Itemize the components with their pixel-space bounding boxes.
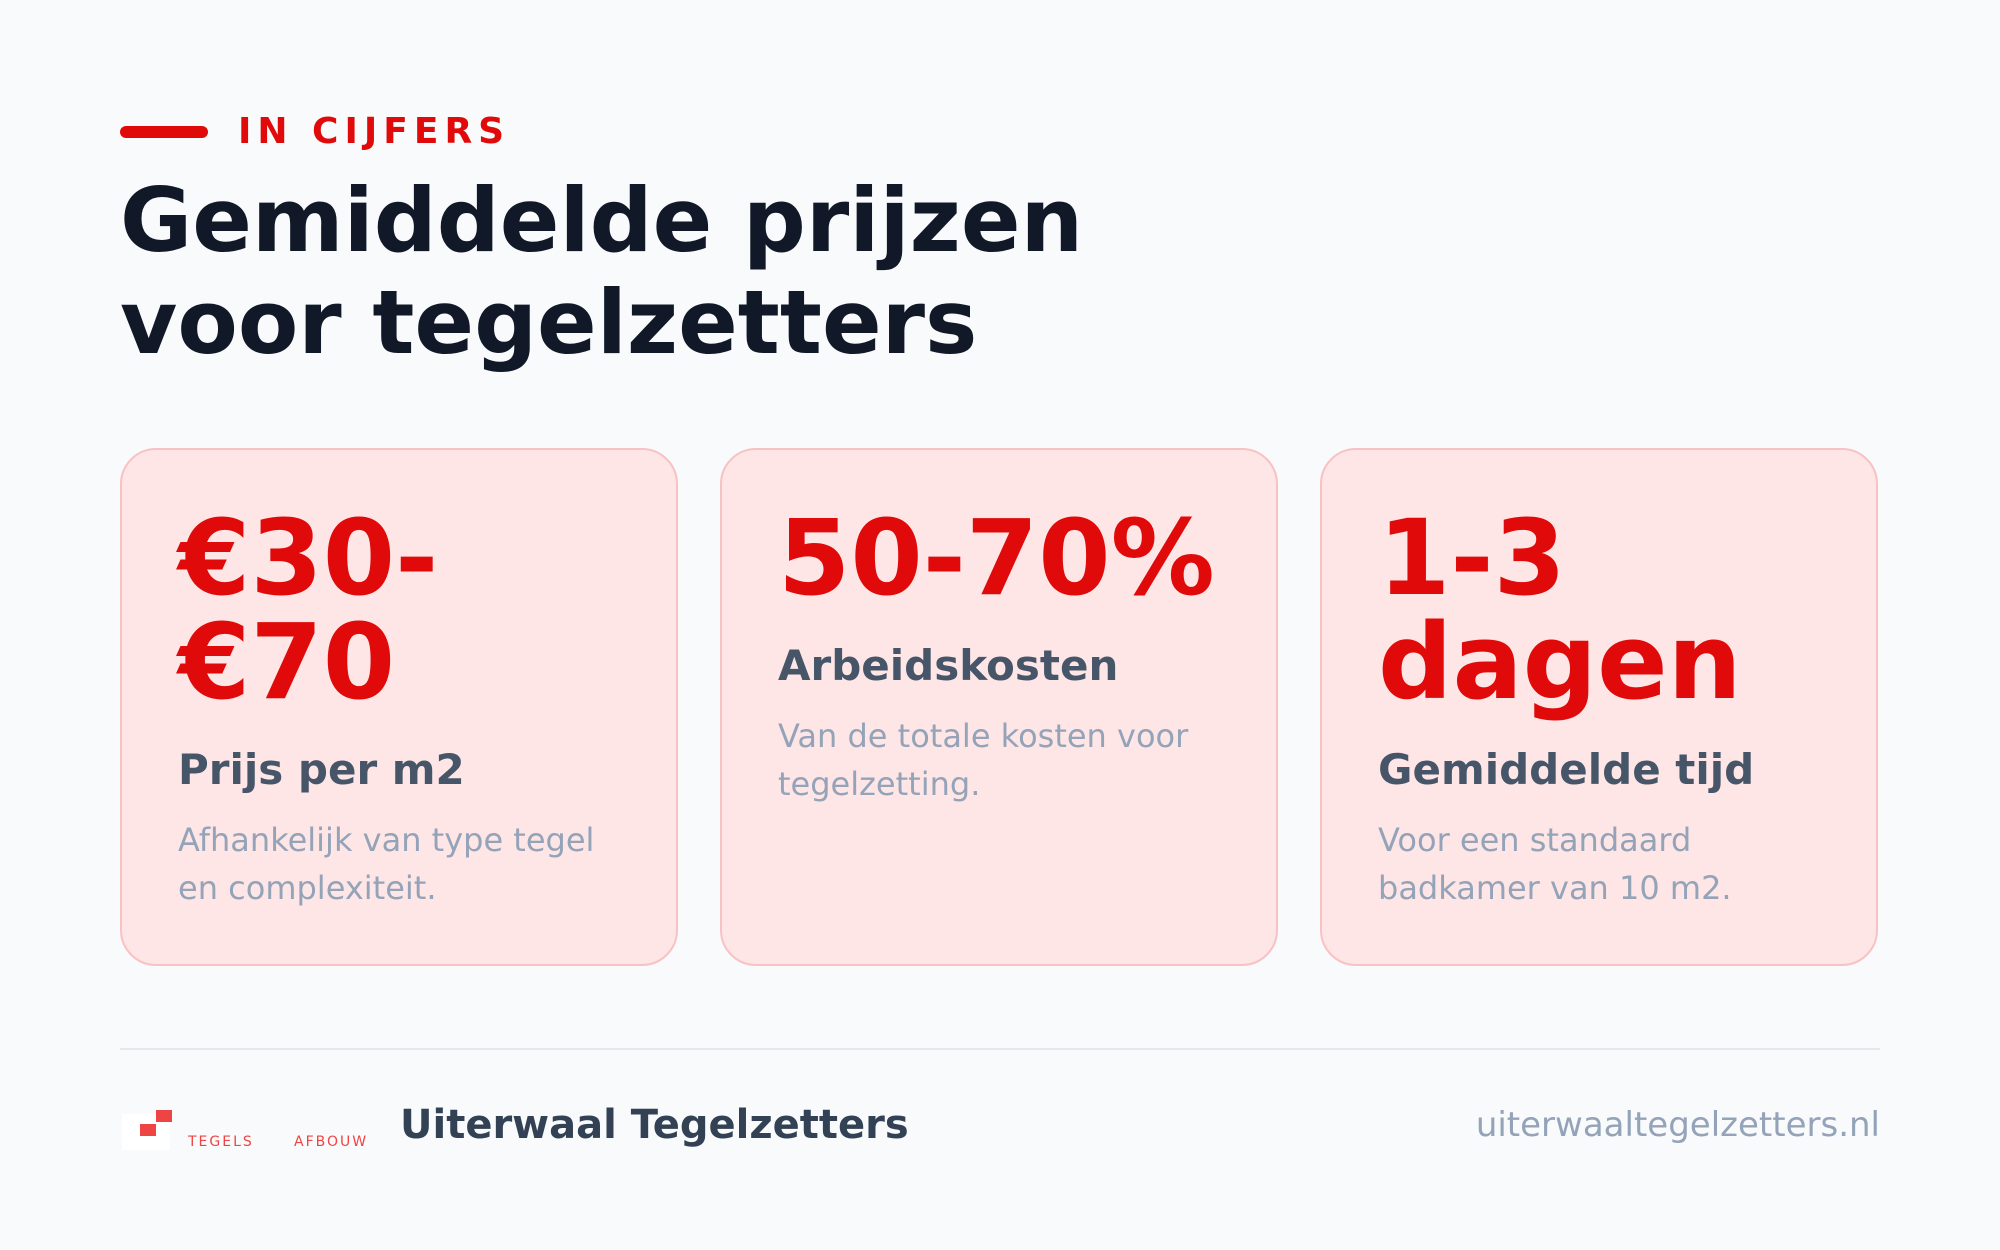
footer-divider (120, 1048, 1880, 1050)
brand-name: Uiterwaal Tegelzetters (400, 1102, 909, 1148)
stat-value: 50-70% (778, 506, 1238, 610)
stat-card-price-per-m2: €30- €70 Prijs per m2 Afhankelijk van ty… (120, 448, 678, 966)
section-eyebrow: IN CIJFERS (120, 108, 510, 156)
stat-description: Van de totale kosten voor tegelzetting. (778, 712, 1238, 808)
stat-title: Prijs per m2 (178, 745, 465, 794)
eyebrow-accent-bar (120, 126, 208, 138)
stat-value-line-1: €30- (178, 497, 439, 619)
stat-value-line-2: dagen (1378, 601, 1742, 723)
stat-title: Gemiddelde tijd (1378, 745, 1755, 794)
stat-value-line-1: 50-70% (778, 497, 1215, 619)
footer-brand[interactable]: TEGELS AFBOUW Uiterwaal Tegelzetters (120, 1100, 909, 1150)
stat-description-line-2: tegelzetting. (778, 765, 981, 803)
page-title: Gemiddelde prijzen voor tegelzetters (120, 170, 1320, 374)
stat-value: €30- €70 (178, 506, 638, 714)
website-link[interactable]: uiterwaaltegelzetters.nl (1475, 1105, 1880, 1145)
stat-card-labor-costs: 50-70% Arbeidskosten Van de totale koste… (720, 448, 1278, 966)
stat-cards: €30- €70 Prijs per m2 Afhankelijk van ty… (120, 448, 1880, 968)
logo-word-tegels: TEGELS (188, 1134, 254, 1150)
stat-title: Arbeidskosten (778, 641, 1119, 690)
page-title-line-1: Gemiddelde prijzen (120, 169, 1084, 272)
page-title-line-2: voor tegelzetters (120, 271, 978, 374)
stat-description: Afhankelijk van type tegel en complexite… (178, 816, 638, 912)
stat-description-line-2: en complexiteit. (178, 869, 437, 907)
logo-word-afbouw: AFBOUW (294, 1134, 369, 1150)
company-logo: TEGELS AFBOUW (120, 1100, 376, 1150)
stat-value: 1-3 dagen (1378, 506, 1838, 714)
tile-squares-logo-icon (140, 1124, 156, 1136)
stat-description-line-1: Van de totale kosten voor (778, 717, 1189, 755)
stat-card-average-time: 1-3 dagen Gemiddelde tijd Voor een stand… (1320, 448, 1878, 966)
stat-description-line-2: badkamer van 10 m2. (1378, 869, 1732, 907)
stat-description-line-1: Voor een standaard (1378, 821, 1692, 859)
stat-description: Voor een standaard badkamer van 10 m2. (1378, 816, 1838, 912)
eyebrow-label: IN CIJFERS (238, 111, 511, 152)
stat-value-line-1: 1-3 (1378, 497, 1566, 619)
tile-squares-logo-icon-top (156, 1110, 172, 1122)
stat-description-line-1: Afhankelijk van type tegel (178, 821, 595, 859)
stat-value-line-2: €70 (178, 601, 396, 723)
